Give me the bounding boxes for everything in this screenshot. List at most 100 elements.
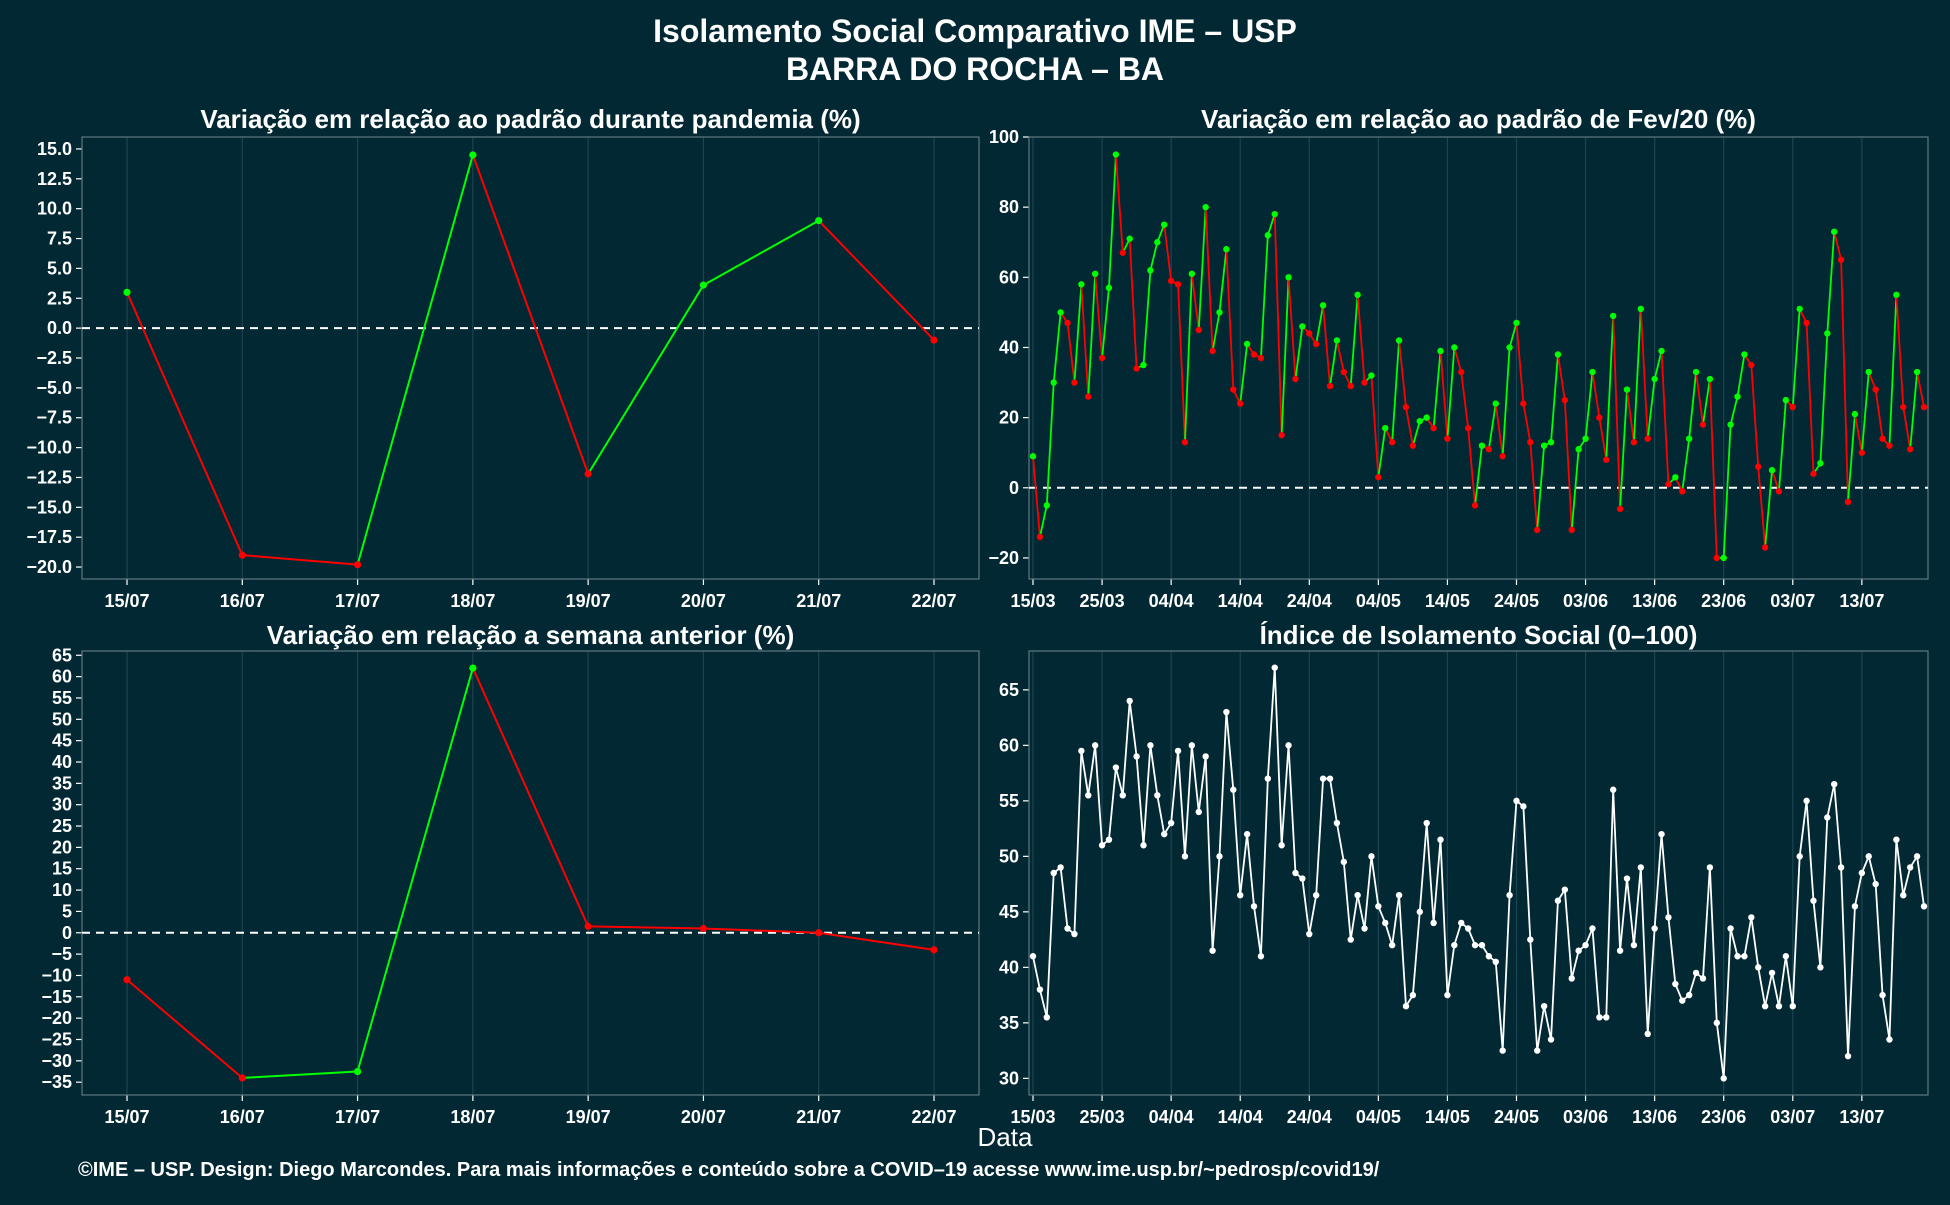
y-tick-label: −12.5 bbox=[26, 467, 72, 487]
chart-panel-fev20: Variação em relação ao padrão de Fev/20 … bbox=[988, 104, 1929, 611]
series-segment bbox=[1550, 354, 1559, 443]
data-point bbox=[469, 151, 477, 159]
data-point bbox=[1699, 421, 1707, 428]
panel-title: Variação em relação ao padrão de Fev/20 … bbox=[1201, 104, 1756, 134]
series-segment bbox=[1646, 928, 1656, 1035]
series-segment bbox=[1177, 284, 1186, 443]
data-point bbox=[1858, 869, 1866, 877]
series-segment bbox=[1094, 745, 1103, 846]
data-point bbox=[1091, 270, 1099, 278]
series-segment bbox=[1280, 277, 1290, 436]
series-segment bbox=[1128, 238, 1138, 369]
data-point bbox=[1264, 232, 1272, 239]
data-point bbox=[1299, 875, 1306, 882]
data-point bbox=[1540, 442, 1548, 449]
series-segment bbox=[1840, 867, 1849, 1057]
y-tick-label: −20 bbox=[41, 1008, 72, 1028]
data-point bbox=[1382, 919, 1389, 927]
data-point bbox=[1140, 842, 1147, 849]
x-tick-label: 17/07 bbox=[335, 1107, 380, 1127]
data-point bbox=[1458, 919, 1465, 927]
series-segment bbox=[703, 927, 819, 934]
data-point bbox=[1720, 1075, 1727, 1082]
series-segment bbox=[1336, 822, 1345, 863]
data-point bbox=[1230, 386, 1237, 393]
series-segment bbox=[1874, 389, 1884, 439]
data-point bbox=[1278, 842, 1285, 849]
data-point bbox=[1893, 291, 1900, 299]
data-point bbox=[1416, 417, 1423, 425]
data-point bbox=[1920, 903, 1928, 910]
series-segment bbox=[1197, 207, 1207, 330]
series-segment bbox=[1315, 305, 1324, 345]
series-segment bbox=[1142, 270, 1152, 366]
data-point bbox=[1388, 941, 1396, 949]
series-segment bbox=[1163, 224, 1173, 281]
series-segment bbox=[1218, 712, 1228, 857]
series-segment bbox=[356, 154, 474, 565]
data-point bbox=[1271, 210, 1278, 218]
series-segment bbox=[1550, 900, 1559, 1040]
data-point bbox=[1112, 151, 1120, 158]
data-point bbox=[469, 664, 477, 672]
data-point bbox=[1029, 453, 1037, 460]
data-point bbox=[1768, 969, 1776, 977]
series-segment bbox=[1681, 438, 1691, 492]
data-point bbox=[1223, 246, 1230, 253]
data-point bbox=[1596, 1014, 1603, 1021]
data-point bbox=[1775, 488, 1783, 495]
series-segment bbox=[1605, 789, 1615, 1018]
series-segment bbox=[1563, 400, 1573, 530]
data-point bbox=[1312, 892, 1320, 899]
data-point bbox=[1831, 228, 1838, 235]
series-segment bbox=[1170, 750, 1179, 824]
series-segment bbox=[1860, 371, 1870, 453]
data-point bbox=[1458, 368, 1465, 376]
x-tick-label: 15/07 bbox=[104, 591, 149, 611]
data-point bbox=[1050, 379, 1057, 386]
x-tick-label: 15/03 bbox=[1010, 1107, 1055, 1127]
data-point bbox=[1582, 941, 1589, 949]
data-point bbox=[1437, 347, 1444, 355]
y-tick-label: −20.0 bbox=[26, 557, 72, 577]
series-segment bbox=[1052, 312, 1062, 383]
y-tick-label: 65 bbox=[999, 680, 1019, 700]
series-segment bbox=[1764, 972, 1773, 1007]
data-point bbox=[1547, 438, 1555, 446]
series-segment bbox=[242, 554, 358, 566]
data-point bbox=[1451, 941, 1458, 949]
series-segment bbox=[1833, 784, 1843, 868]
series-segment bbox=[1798, 800, 1808, 857]
data-point bbox=[1154, 792, 1161, 799]
data-point bbox=[1789, 403, 1796, 411]
y-tick-label: 15 bbox=[52, 859, 72, 879]
data-point bbox=[1375, 903, 1382, 910]
y-tick-label: 80 bbox=[999, 197, 1019, 217]
data-point bbox=[1817, 964, 1824, 971]
data-point bbox=[1237, 400, 1244, 407]
data-point bbox=[1271, 664, 1278, 671]
series-segment bbox=[1591, 928, 1601, 1018]
data-point bbox=[1064, 925, 1071, 932]
data-point bbox=[1181, 438, 1189, 446]
series-segment bbox=[1833, 231, 1842, 260]
data-point bbox=[1375, 474, 1382, 481]
data-point bbox=[1043, 1014, 1051, 1021]
y-tick-label: 10.0 bbox=[37, 199, 72, 219]
series-segment bbox=[1598, 417, 1608, 460]
data-point bbox=[1230, 786, 1237, 793]
x-tick-label: 14/05 bbox=[1425, 1107, 1470, 1127]
series-segment bbox=[1045, 382, 1055, 506]
data-point bbox=[1672, 980, 1679, 988]
data-point bbox=[1568, 526, 1575, 534]
data-point bbox=[1340, 858, 1348, 866]
data-point bbox=[1609, 312, 1617, 320]
series-segment bbox=[1522, 806, 1532, 940]
data-point bbox=[1561, 396, 1569, 404]
series-segment bbox=[1529, 939, 1539, 1051]
data-point bbox=[1761, 1003, 1769, 1010]
data-point bbox=[1913, 853, 1921, 860]
series-segment bbox=[1329, 778, 1338, 824]
data-point bbox=[1520, 803, 1527, 810]
y-tick-label: 0 bbox=[62, 923, 72, 943]
